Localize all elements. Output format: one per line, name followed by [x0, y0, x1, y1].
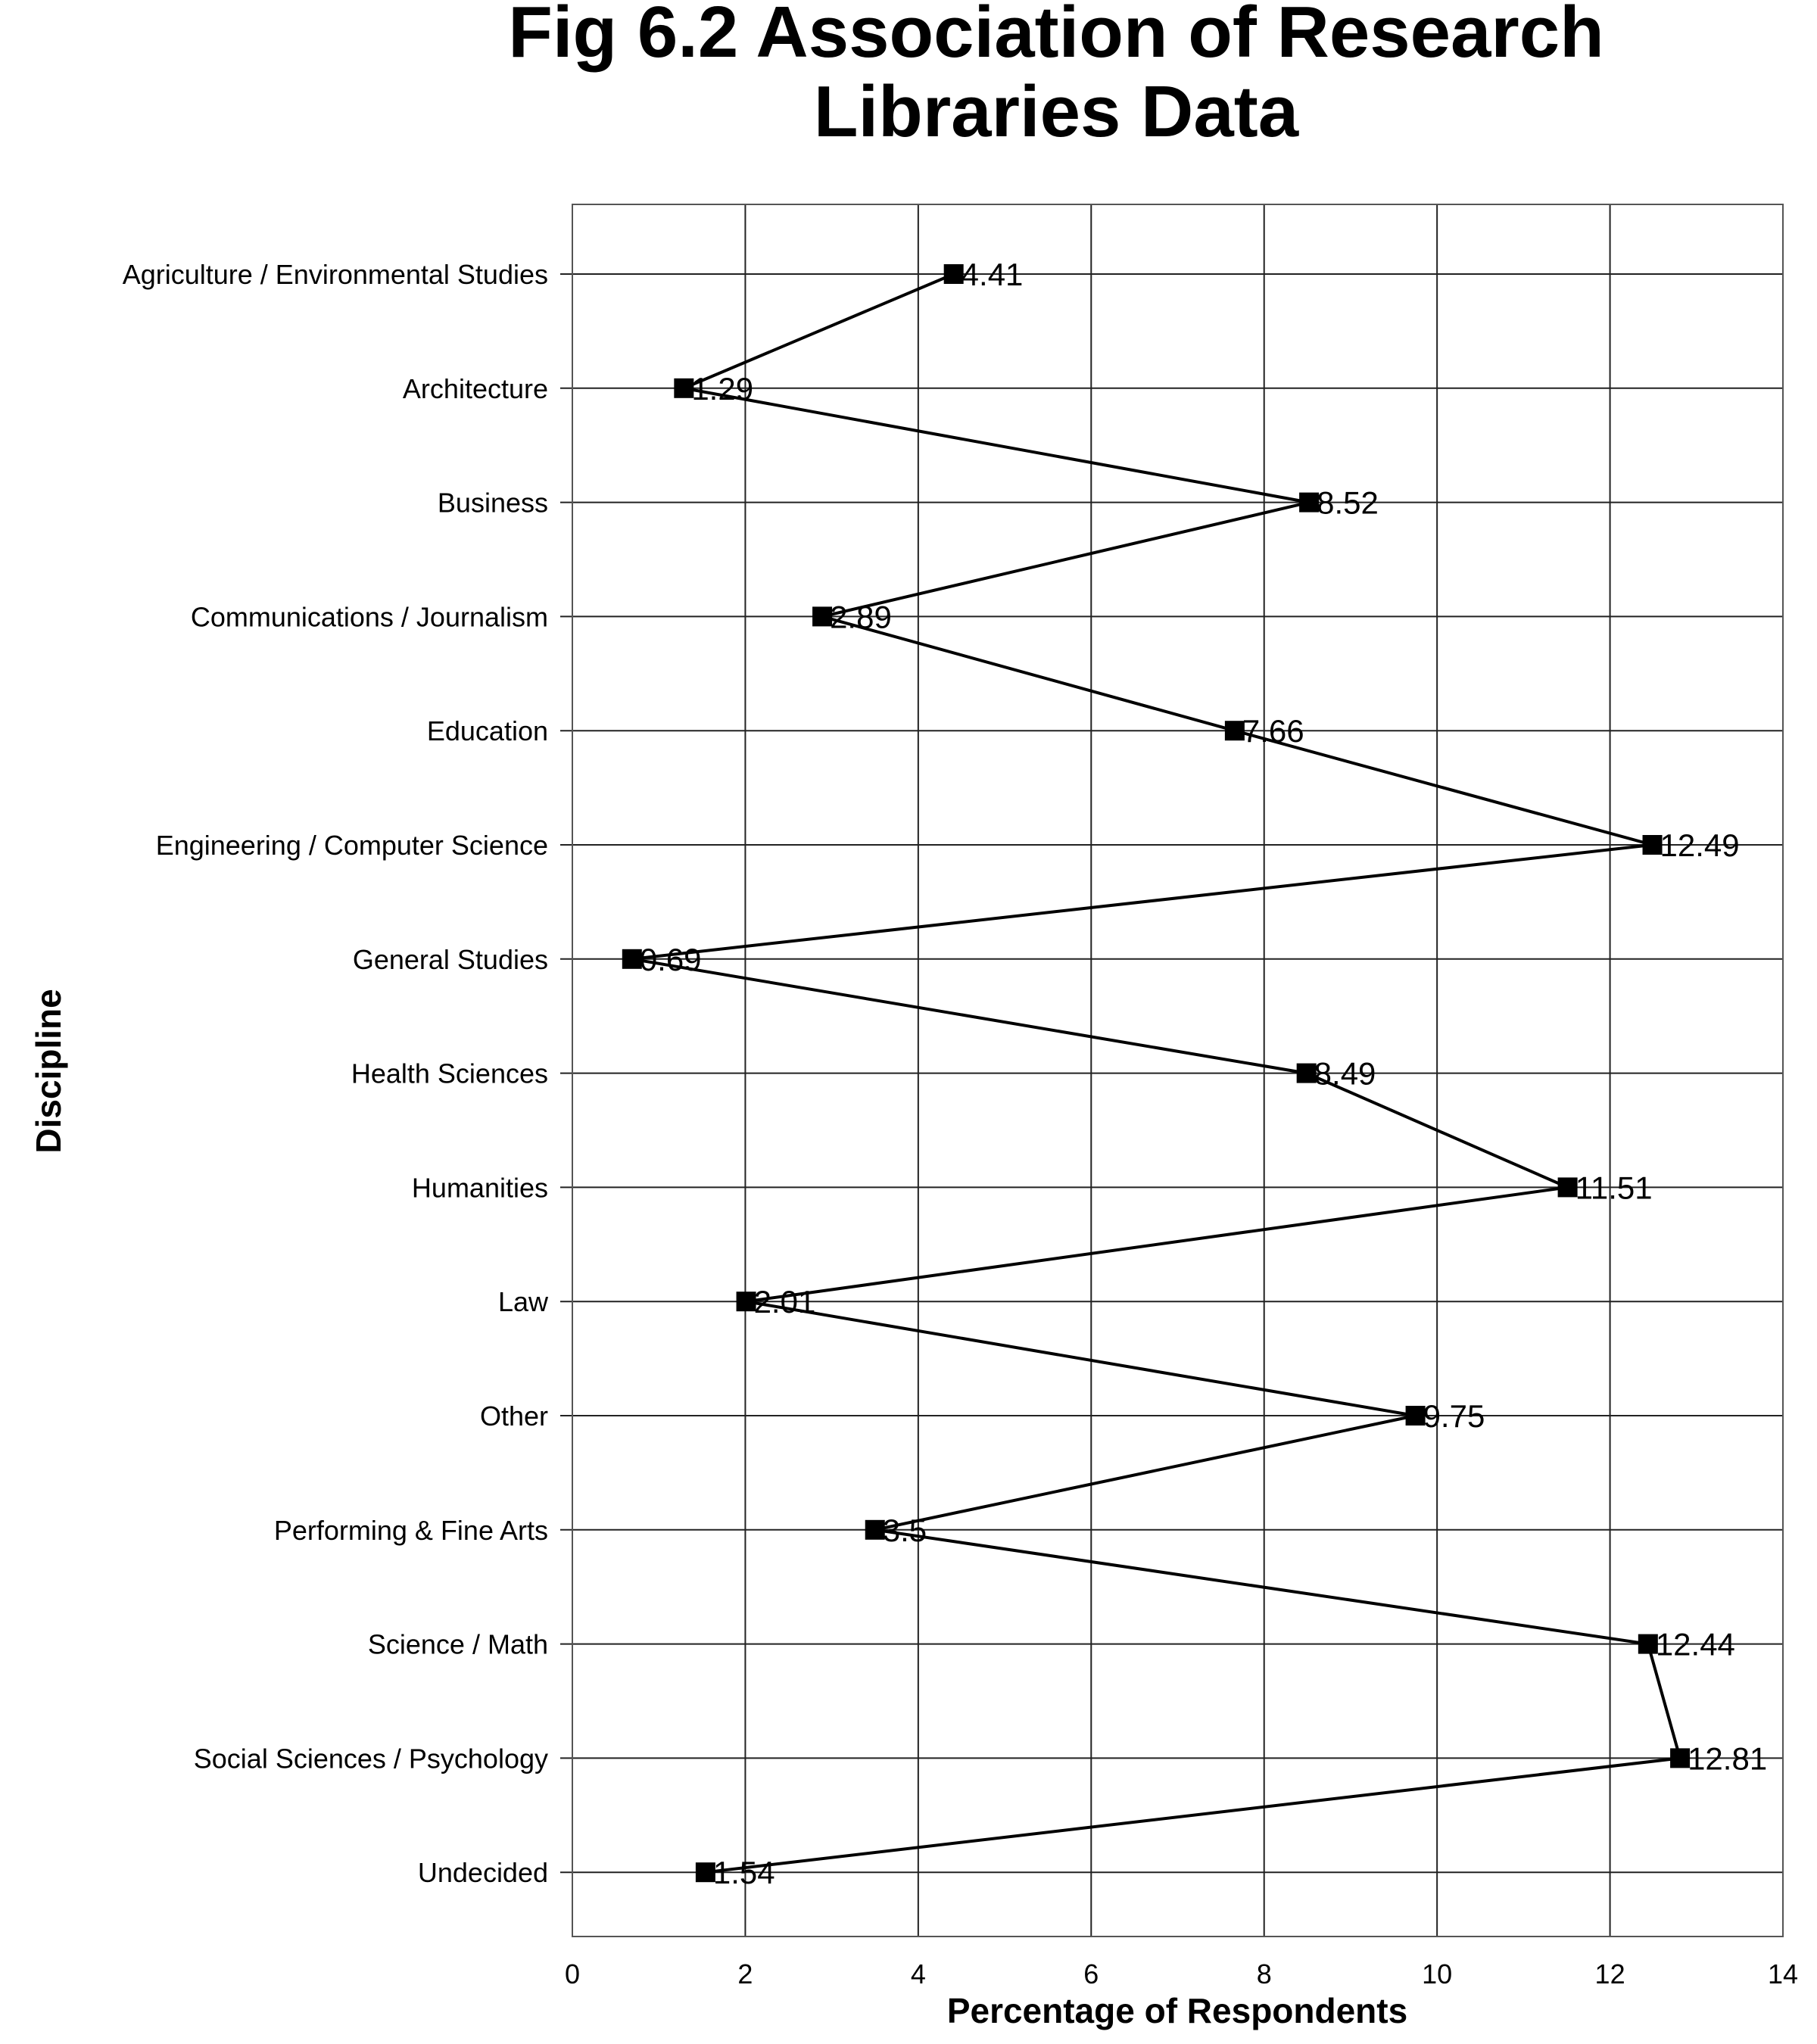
category-label: Business — [438, 488, 548, 519]
data-label: 11.51 — [1575, 1170, 1653, 1205]
category-label: Science / Math — [368, 1629, 548, 1660]
data-label: 3.5 — [883, 1513, 927, 1548]
data-point-marker — [1296, 1063, 1317, 1083]
gridlines — [560, 204, 1784, 1937]
chart-title-line-2: Libraries Data — [814, 71, 1299, 152]
x-tick-label: 6 — [1083, 1958, 1099, 1989]
category-label: Agriculture / Environmental Studies — [123, 259, 548, 290]
data-label: 8.52 — [1317, 485, 1379, 521]
series — [622, 264, 1691, 1883]
category-label: Social Sciences / Psychology — [194, 1743, 548, 1774]
data-label: 1.54 — [713, 1855, 775, 1890]
data-label: 12.81 — [1688, 1740, 1767, 1776]
plot-area-frame — [572, 204, 1784, 1937]
category-label: Communications / Journalism — [191, 601, 548, 632]
data-point-marker — [736, 1292, 756, 1312]
data-label: 9.75 — [1423, 1398, 1485, 1434]
x-tick-label: 8 — [1257, 1958, 1272, 1989]
data-point-marker — [674, 378, 694, 398]
data-point-marker — [1557, 1177, 1578, 1198]
category-label: Performing & Fine Arts — [274, 1515, 548, 1546]
x-tick-label: 2 — [737, 1958, 753, 1989]
x-tick-label: 0 — [565, 1958, 580, 1989]
data-point-marker — [1405, 1406, 1426, 1426]
category-label: General Studies — [353, 944, 548, 975]
category-label: Education — [427, 715, 548, 746]
x-tick-label: 12 — [1595, 1958, 1625, 1989]
data-label: 7.66 — [1242, 713, 1304, 749]
data-label: 0.69 — [640, 942, 702, 977]
category-labels: Agriculture / Environmental Studies Archi… — [123, 259, 549, 1888]
data-point-marker — [865, 1519, 885, 1540]
x-axis-title: Percentage of Respondents — [947, 1991, 1407, 2030]
x-tick-label: 10 — [1422, 1958, 1452, 1989]
data-label: 2.01 — [754, 1284, 816, 1320]
x-tick-label: 14 — [1768, 1958, 1798, 1989]
data-point-marker — [812, 606, 833, 627]
x-axis-ticks: 0 2 4 6 8 10 12 14 — [565, 1958, 1798, 1989]
data-point-marker — [1642, 835, 1663, 855]
data-label: 8.49 — [1314, 1056, 1376, 1092]
category-label: Engineering / Computer Science — [156, 830, 548, 861]
category-label: Architecture — [403, 373, 548, 404]
category-label: Undecided — [418, 1857, 548, 1888]
data-point-marker — [943, 264, 964, 284]
x-tick-label: 4 — [911, 1958, 926, 1989]
data-label: 12.44 — [1656, 1627, 1735, 1662]
data-point-marker — [1224, 721, 1245, 741]
data-point-marker — [1638, 1634, 1658, 1654]
y-axis-title: Discipline — [29, 989, 68, 1153]
category-label: Humanities — [412, 1172, 548, 1203]
data-point-marker — [622, 949, 642, 969]
category-label: Health Sciences — [351, 1058, 548, 1089]
category-label: Law — [498, 1286, 549, 1317]
data-labels: 4.41 1.29 8.52 2.89 7.66 12.49 0.69 8.49 11.51 2.… — [640, 257, 1767, 1890]
chart-title-line-1: Fig 6.2 Association of Research — [508, 0, 1604, 73]
data-point-marker — [1299, 492, 1320, 513]
data-point-marker — [1670, 1748, 1691, 1768]
data-point-marker — [695, 1862, 715, 1883]
data-label: 2.89 — [830, 599, 892, 634]
category-label: Other — [480, 1401, 548, 1432]
data-label: 4.41 — [961, 257, 1024, 292]
data-label: 12.49 — [1660, 827, 1740, 863]
data-label: 1.29 — [691, 371, 753, 407]
